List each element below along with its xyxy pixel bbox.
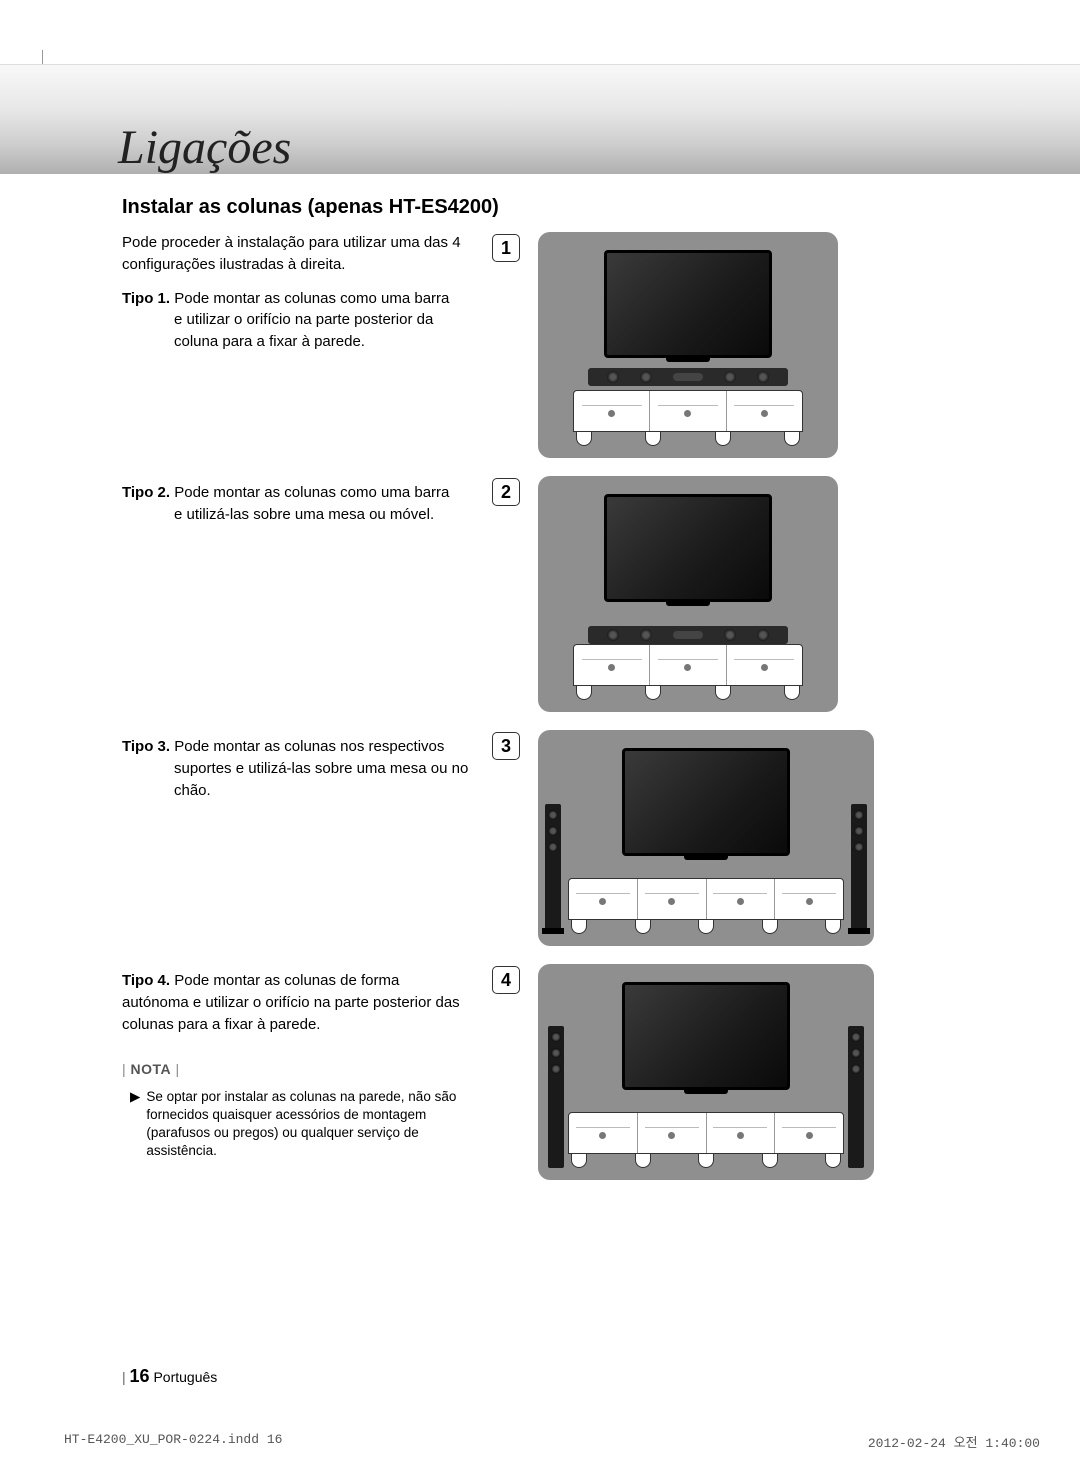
tipo-2-cont: e utilizá-las sobre uma mesa ou móvel. [122, 504, 474, 526]
cabinet-legs [573, 686, 803, 700]
nota-label: NOTA [122, 1061, 180, 1077]
page-footer: 16 Português [122, 1366, 217, 1387]
config-row-2: Tipo 2. Pode montar as colunas como uma … [122, 476, 962, 712]
tipo-2-label: Tipo 2. [122, 484, 170, 501]
center-stack [568, 982, 844, 1168]
text-column-3: Tipo 3. Pode montar as colunas nos respe… [122, 730, 474, 801]
text-column-1: Pode proceder à instalação para utilizar… [122, 232, 474, 353]
tipo-2-first-line: Pode montar as colunas como uma barra [170, 484, 449, 501]
print-timestamp: 2012-02-24 오전 1:40:00 [868, 1432, 1040, 1451]
content-area: Pode proceder à instalação para utilizar… [122, 232, 962, 1198]
section-title: Instalar as colunas (apenas HT-ES4200) [122, 196, 499, 219]
config-number-4: 4 [492, 966, 520, 994]
illustration-4 [538, 964, 874, 1180]
cabinet-legs [573, 432, 803, 446]
config-row-1: Pode proceder à instalação para utilizar… [122, 232, 962, 458]
cabinet-icon [573, 390, 803, 432]
text-column-2: Tipo 2. Pode montar as colunas como uma … [122, 476, 474, 526]
intro-text: Pode proceder à instalação para utilizar… [122, 232, 474, 276]
page-language: Português [153, 1369, 217, 1385]
tv-icon [622, 748, 790, 856]
illustration-2 [538, 476, 838, 712]
tipo-3-block: Tipo 3. Pode montar as colunas nos respe… [122, 736, 474, 801]
tipo-1-cont: e utilizar o orifício na parte posterior… [122, 309, 474, 353]
tv-icon [604, 494, 772, 602]
cabinet-wide-icon [568, 1112, 844, 1154]
play-arrow-icon: ▶ [130, 1088, 140, 1161]
page-number: 16 [130, 1366, 150, 1386]
print-filename: HT-E4200_XU_POR-0224.indd 16 [64, 1432, 282, 1451]
tipo-2-block: Tipo 2. Pode montar as colunas como uma … [122, 482, 474, 526]
config-number-1: 1 [492, 234, 520, 262]
manual-page: Ligações Instalar as colunas (apenas HT-… [0, 0, 1080, 1479]
cabinet-legs [568, 1154, 844, 1168]
tipo-4-first-line: Pode montar as colunas de forma [170, 972, 399, 989]
tipo-4-block: Tipo 4. Pode montar as colunas de forma … [122, 970, 474, 1035]
tower-speaker-right-icon [848, 1026, 864, 1168]
tipo-4-cont: autónoma e utilizar o orifício na parte … [122, 992, 474, 1036]
print-footer: HT-E4200_XU_POR-0224.indd 16 2012-02-24 … [64, 1432, 1040, 1451]
center-stack [568, 748, 844, 934]
tv-icon [604, 250, 772, 358]
tv-icon [622, 982, 790, 1090]
tipo-1-first-line: Pode montar as colunas como uma barra [170, 290, 449, 307]
config-row-4: Tipo 4. Pode montar as colunas de forma … [122, 964, 962, 1180]
cabinet-legs [568, 920, 844, 934]
chapter-title: Ligações [118, 120, 291, 175]
tipo-3-label: Tipo 3. [122, 738, 170, 755]
tower-speaker-left-icon [548, 1026, 564, 1168]
cabinet-wide-icon [568, 878, 844, 920]
illustration-3 [538, 730, 874, 946]
tipo-4-label: Tipo 4. [122, 972, 170, 989]
nota-section: NOTA ▶ Se optar por instalar as colunas … [122, 1059, 474, 1160]
tipo-3-cont: suportes e utilizá-las sobre uma mesa ou… [122, 758, 474, 802]
tipo-3-first-line: Pode montar as colunas nos respectivos [170, 738, 444, 755]
cabinet-icon [573, 644, 803, 686]
config-number-3: 3 [492, 732, 520, 760]
tower-speaker-right-icon [851, 804, 867, 930]
tipo-1-label: Tipo 1. [122, 290, 170, 307]
soundbar-icon [588, 368, 788, 386]
tower-speaker-left-icon [545, 804, 561, 930]
config-number-2: 2 [492, 478, 520, 506]
nota-text: Se optar por instalar as colunas na pare… [146, 1088, 474, 1161]
soundbar-icon [588, 626, 788, 644]
config-row-3: Tipo 3. Pode montar as colunas nos respe… [122, 730, 962, 946]
nota-item: ▶ Se optar por instalar as colunas na pa… [122, 1088, 474, 1161]
tipo-1-block: Tipo 1. Pode montar as colunas como uma … [122, 288, 474, 353]
illustration-1 [538, 232, 838, 458]
text-column-4: Tipo 4. Pode montar as colunas de forma … [122, 964, 474, 1160]
